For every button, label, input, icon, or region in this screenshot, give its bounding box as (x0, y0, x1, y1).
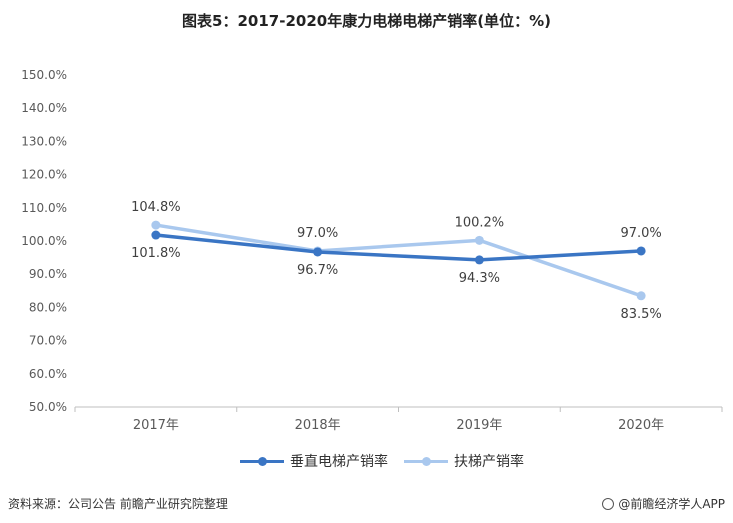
y-tick-label: 70.0% (29, 334, 67, 348)
line-chart: 50.0% 60.0% 70.0% 80.0% 90.0% 100.0% 110.0% 120… (21, 68, 723, 433)
brand-text: @前瞻经济学人APP (618, 497, 725, 511)
y-tick-label: 80.0% (29, 300, 67, 314)
series-point-0 (636, 246, 646, 256)
chart-title: 图表5：2017-2020年康力电梯电梯产销率(单位：%) (182, 12, 551, 30)
y-axis: 50.0% 60.0% 70.0% 80.0% 90.0% 100.0% 110.0% 120… (21, 68, 67, 414)
y-tick-label: 60.0% (29, 367, 67, 381)
x-tick-label: 2018年 (295, 418, 341, 433)
x-tick-label: 2020年 (618, 418, 664, 433)
data-label-0: 94.3% (459, 271, 500, 286)
legend-swatch-vertical (240, 456, 284, 466)
legend-swatch-escalator (404, 456, 448, 466)
y-tick-label: 150.0% (21, 68, 67, 82)
y-tick-label: 120.0% (21, 168, 67, 182)
legend-label-escalator: 扶梯产销率 (454, 454, 524, 470)
legend: 垂直电梯产销率 扶梯产销率 (0, 451, 733, 471)
y-tick-label: 90.0% (29, 267, 67, 281)
x-axis: 2017年 2018年 2019年 2020年 (74, 406, 723, 433)
series-point-0 (313, 247, 323, 257)
series-point-1 (636, 291, 646, 301)
series-point-0 (474, 255, 484, 265)
brand-credit: @前瞻经济学人APP (602, 495, 725, 512)
data-labels: 101.8% 104.8% 96.7% 97.0% 94.3% 100.2% 97.0% 83… (131, 200, 662, 322)
series-point-0 (151, 230, 161, 240)
y-tick-label: 130.0% (21, 134, 67, 148)
x-tick-label: 2019年 (456, 418, 502, 433)
source-note: 资料来源：公司公告 前瞻产业研究院整理 (8, 497, 228, 511)
data-label-1: 104.8% (131, 200, 181, 215)
series-point-1 (474, 235, 484, 245)
data-label-1: 83.5% (620, 307, 661, 322)
series-point-1 (151, 220, 161, 230)
legend-item-escalator: 扶梯产销率 (404, 451, 524, 471)
data-label-0: 101.8% (131, 246, 181, 261)
data-label-1: 97.0% (297, 226, 338, 241)
x-tick-label: 2017年 (133, 418, 179, 433)
data-label-1: 100.2% (455, 215, 505, 230)
y-tick-label: 140.0% (21, 101, 67, 115)
legend-label-vertical: 垂直电梯产销率 (290, 454, 388, 470)
series-line-0 (155, 233, 642, 262)
y-tick-label: 100.0% (21, 234, 67, 248)
legend-item-vertical: 垂直电梯产销率 (240, 451, 388, 471)
series-line-1 (155, 223, 642, 298)
y-tick-label: 110.0% (21, 201, 67, 215)
series-layer (151, 220, 646, 301)
data-label-0: 96.7% (297, 263, 338, 278)
brand-logo-icon (602, 497, 615, 510)
data-label-0: 97.0% (620, 226, 661, 241)
y-tick-label: 50.0% (29, 400, 67, 414)
